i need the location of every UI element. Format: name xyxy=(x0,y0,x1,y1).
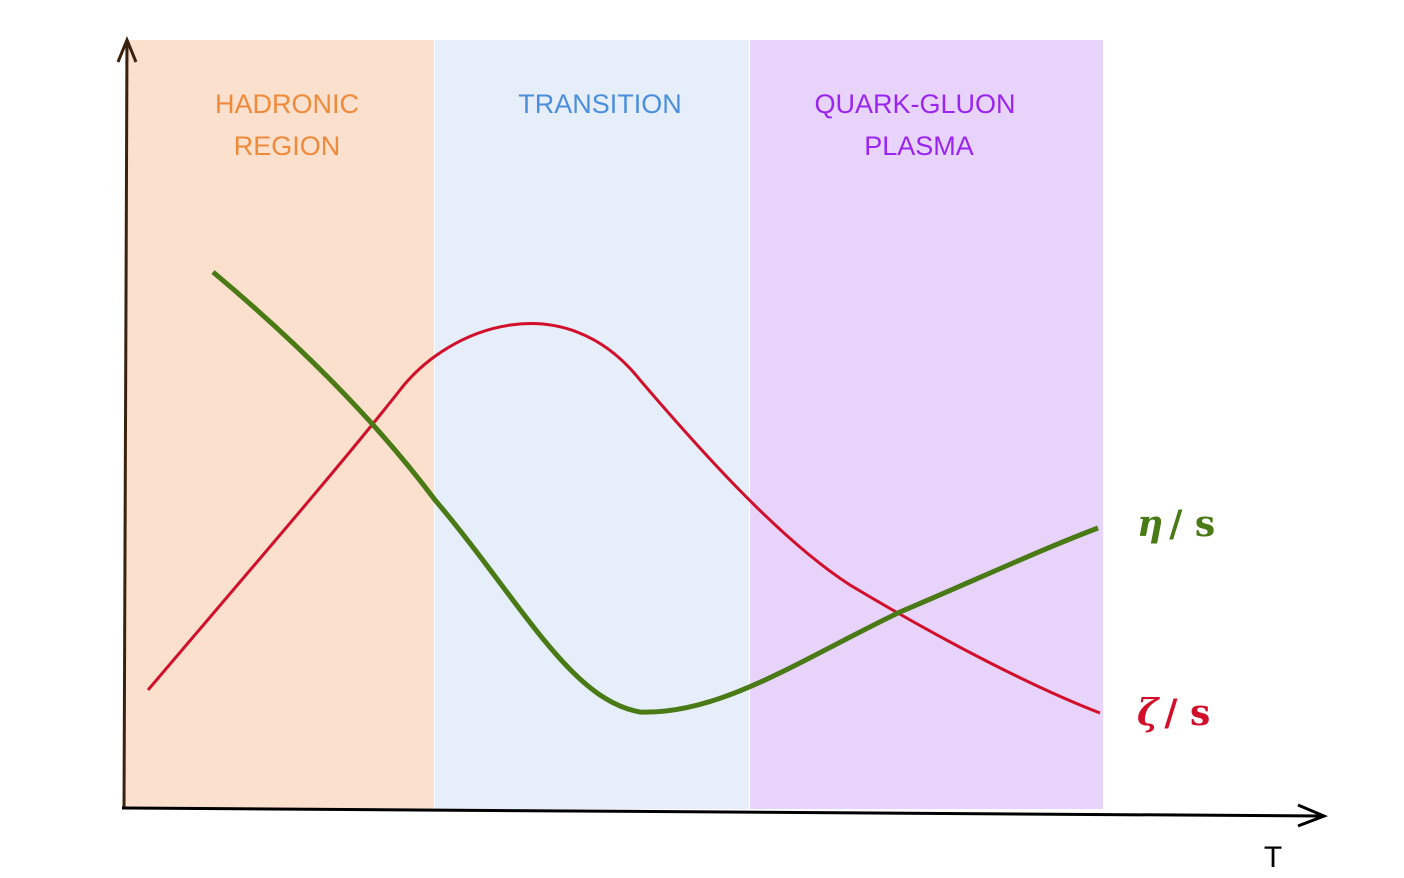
hadronic-region-label-line2: REGION xyxy=(234,131,341,161)
y-axis-arrowhead xyxy=(116,36,138,63)
zeta-over-s-curve xyxy=(146,322,1101,715)
transition-region-label: TRANSITION xyxy=(518,89,682,119)
eta-over-s-curve xyxy=(211,270,1099,715)
x-axis-arrowhead xyxy=(1297,803,1329,828)
y-axis xyxy=(122,41,129,809)
qgp-region-background xyxy=(750,40,1103,809)
hadronic-region-label-line1: HADRONIC xyxy=(215,89,359,119)
x-axis-label: T xyxy=(1264,841,1282,874)
zeta-over-s-label: ζ / s xyxy=(1137,692,1210,734)
eta-over-s-label: η / s xyxy=(1137,503,1215,545)
x-axis xyxy=(121,806,1323,818)
transition-region-background xyxy=(435,40,749,809)
hadronic-region-background xyxy=(125,40,434,809)
qgp-region-label-line1: QUARK-GLUON xyxy=(814,89,1015,119)
qgp-region-label-line2: PLASMA xyxy=(864,131,974,161)
